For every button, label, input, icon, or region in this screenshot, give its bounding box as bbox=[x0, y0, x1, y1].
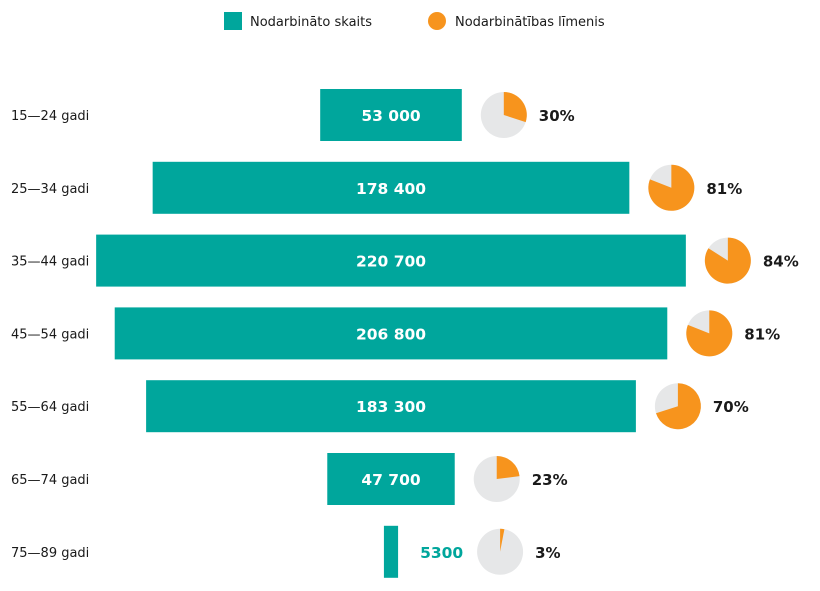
bar bbox=[152, 161, 630, 214]
legend-marker-employed-count bbox=[224, 12, 242, 30]
pie-slice bbox=[656, 383, 701, 430]
bar-value-label: 206 800 bbox=[356, 325, 426, 343]
bar bbox=[146, 380, 636, 433]
percentage-label: 30% bbox=[539, 107, 575, 125]
bar bbox=[383, 525, 399, 578]
bar bbox=[320, 89, 462, 141]
bar bbox=[114, 307, 668, 360]
legend-marker-employment-rate bbox=[428, 12, 446, 30]
category-label: 25—34 gadi bbox=[11, 182, 89, 197]
bar-value-label: 220 700 bbox=[356, 253, 426, 271]
legend: Nodarbināto skaits Nodarbinātības līmeni… bbox=[224, 12, 605, 30]
percentage-label: 23% bbox=[532, 471, 568, 489]
category-label: 75—89 gadi bbox=[11, 546, 89, 561]
bar-value-label: 178 400 bbox=[356, 180, 426, 198]
category-label: 45—54 gadi bbox=[11, 327, 89, 342]
bar bbox=[96, 234, 686, 287]
percentage-label: 70% bbox=[713, 398, 749, 416]
bar-value-label: 47 700 bbox=[361, 471, 421, 489]
percentage-label: 81% bbox=[744, 325, 780, 343]
pie-slice bbox=[704, 237, 751, 284]
bar-value-label: 183 300 bbox=[356, 398, 426, 416]
category-label: 15—24 gadi bbox=[11, 109, 89, 124]
category-label: 65—74 gadi bbox=[11, 473, 89, 488]
bar bbox=[327, 453, 455, 505]
pie-slice bbox=[500, 528, 505, 552]
percentage-label: 84% bbox=[763, 253, 799, 271]
pie-slice bbox=[686, 310, 733, 357]
bar-value-label: 5300 bbox=[420, 544, 463, 562]
legend-label-employed-count: Nodarbināto skaits bbox=[250, 15, 372, 30]
percentage-label: 3% bbox=[535, 544, 560, 562]
chart-rows: 15—24 gadi 53 000 30% 25—34 gadi 178 400 81% 3… bbox=[11, 89, 799, 578]
bar-value-label: 53 000 bbox=[361, 107, 421, 125]
pie-slice bbox=[503, 92, 527, 123]
percentage-label: 81% bbox=[706, 180, 742, 198]
category-label: 35—44 gadi bbox=[11, 255, 89, 270]
pie-slice bbox=[648, 164, 695, 211]
legend-label-employment-rate: Nodarbinātības līmenis bbox=[455, 15, 605, 30]
category-label: 55—64 gadi bbox=[11, 400, 89, 415]
pie-slice bbox=[496, 456, 520, 479]
